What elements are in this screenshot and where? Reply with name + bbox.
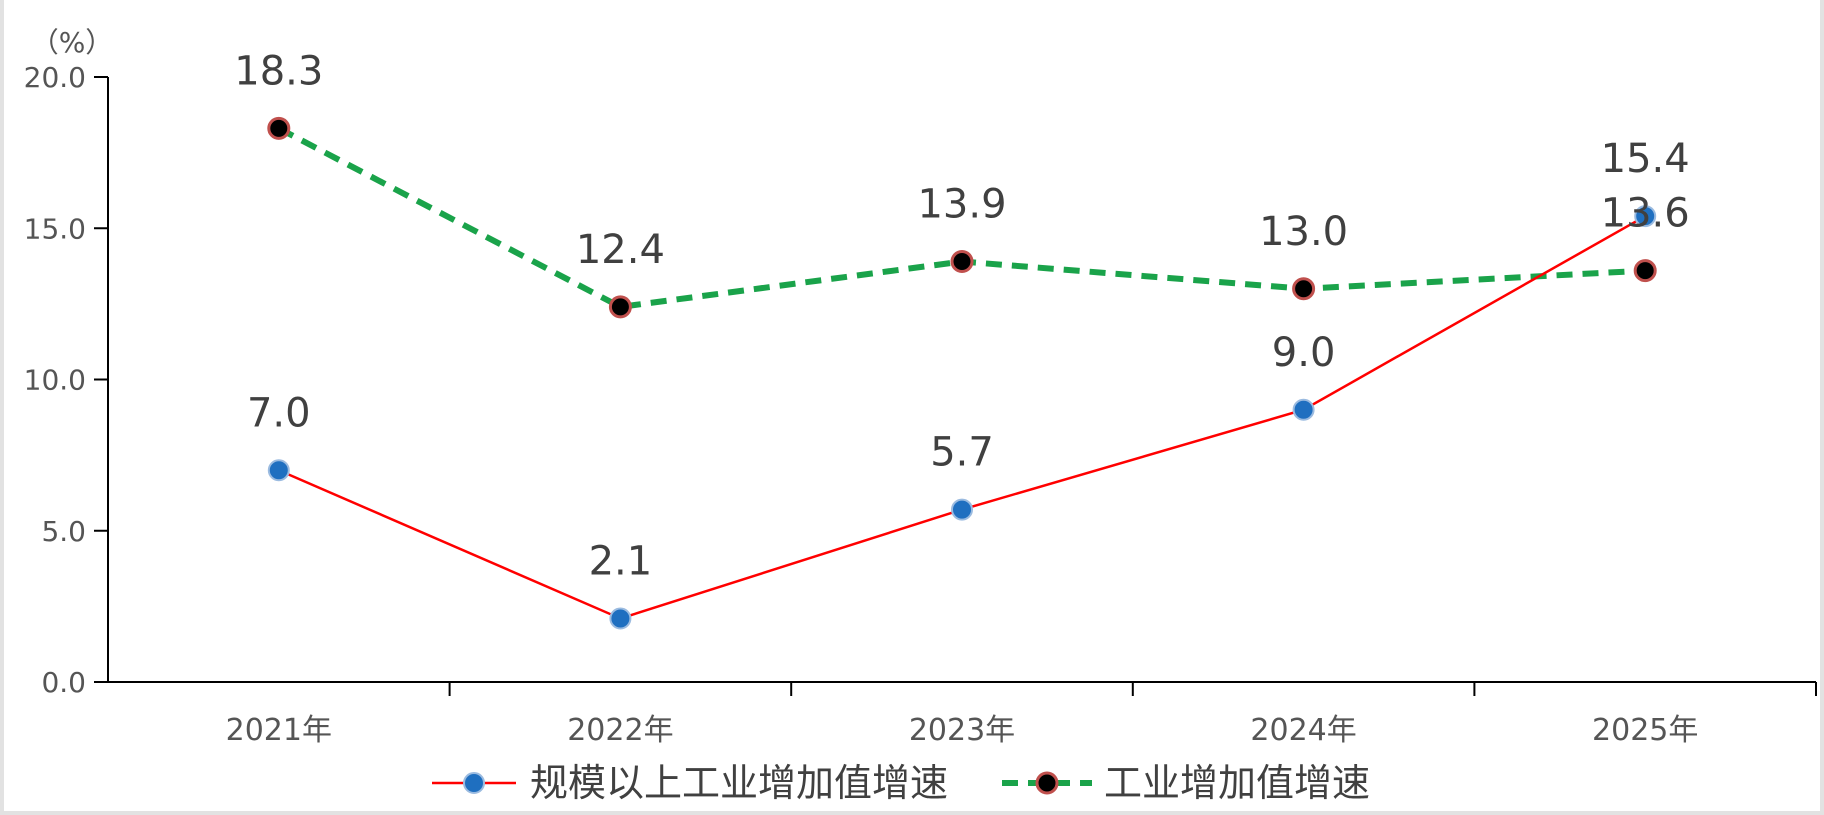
series-2-data-label: 18.3 (234, 48, 323, 94)
series-1-data-label: 5.7 (930, 430, 994, 476)
right-border (1820, 0, 1824, 815)
left-border (0, 0, 4, 815)
axes: 0.0 5.0 10.0 15.0 20.0 2021年 2022年 2023年 2024年 20… (24, 61, 1817, 748)
y-tick-label: 20.0 (24, 61, 86, 94)
x-tick-label: 2024年 (1250, 713, 1356, 748)
series-2-data-label: 13.9 (917, 182, 1006, 228)
series-1-data-label: 7.0 (247, 390, 311, 436)
series-markers (267, 116, 1657, 630)
series-2-point (267, 116, 291, 140)
series-2-point (1292, 277, 1316, 301)
legend-marker-2 (1035, 771, 1059, 795)
x-tick-label: 2025年 (1592, 713, 1698, 748)
series-2-data-label: 13.6 (1601, 191, 1690, 237)
series-2-point (608, 295, 632, 319)
series-2-point (950, 250, 974, 274)
y-tick-label: 0.0 (41, 666, 86, 699)
series-1-data-label: 9.0 (1272, 330, 1336, 376)
x-tick-label: 2023年 (909, 713, 1015, 748)
legend-label-1: 规模以上工业增加值增速 (530, 761, 948, 805)
series-1-data-label: 2.1 (589, 538, 653, 584)
legend-label-2: 工业增加值增速 (1104, 761, 1370, 805)
legend-marker-1 (463, 772, 485, 794)
y-tick-label: 10.0 (24, 364, 86, 397)
series-1-data-label: 15.4 (1601, 136, 1690, 182)
series-1-point (267, 459, 290, 482)
series-line-1 (278, 215, 1646, 620)
x-tick-label: 2021年 (226, 713, 332, 748)
series-1-point (1634, 205, 1657, 228)
x-tick-label: 2022年 (567, 713, 673, 748)
series-2-data-label: 12.4 (576, 227, 665, 273)
series-1-point (609, 607, 632, 630)
data-labels: 18.3 12.4 13.9 13.0 13.6 7.0 2.1 5.7 9.0 15.4 (234, 48, 1689, 584)
legend: 规模以上工业增加值增速 工业增加值增速 (432, 761, 1370, 805)
y-tick-label: 5.0 (41, 515, 86, 548)
series-2-point (1633, 259, 1657, 283)
series-1-point (951, 498, 973, 521)
y-tick-label: 15.0 (24, 212, 86, 245)
y-axis-unit-label: （%） (31, 26, 114, 59)
series-2-data-label: 13.0 (1259, 209, 1348, 255)
series-1-point (1292, 398, 1315, 421)
bottom-border (0, 811, 1824, 815)
